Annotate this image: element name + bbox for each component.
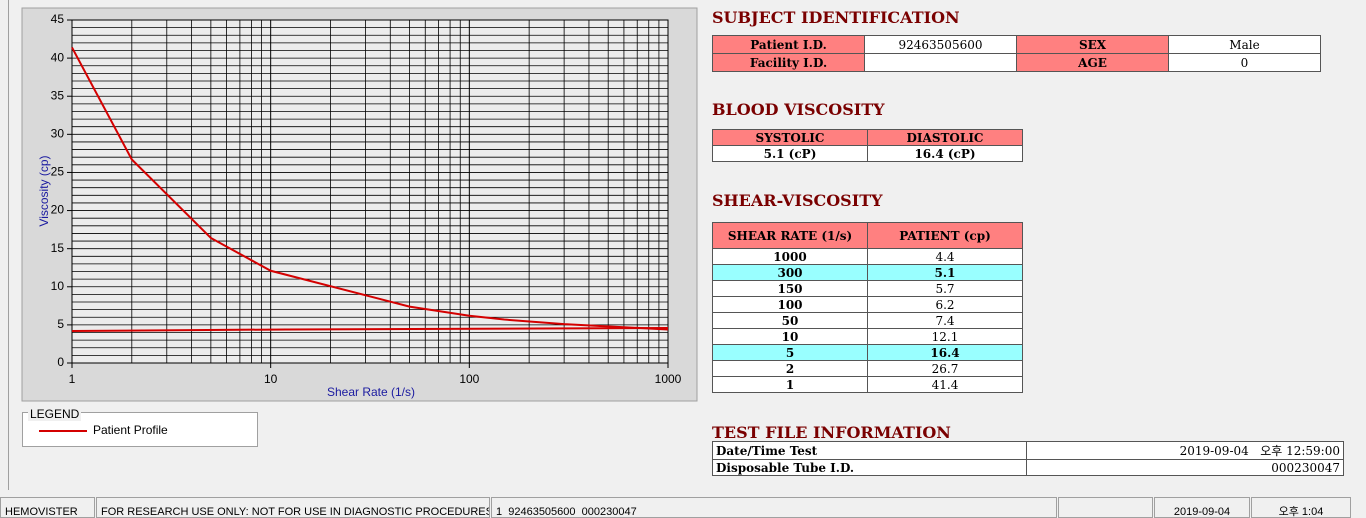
row: Disposable Tube I.D. 000230047	[712, 459, 1344, 476]
cell: 300	[712, 264, 868, 281]
cell: AGE	[1016, 53, 1169, 72]
row: SYSTOLIC DIASTOLIC	[712, 129, 1023, 146]
row: Date/Time Test 2019-09-04 오후 12:59:00	[712, 441, 1344, 460]
y-tick-label: 25	[51, 165, 65, 179]
status-segment: 오후 1:04	[1251, 497, 1351, 518]
row: 50 7.4	[712, 312, 1023, 329]
cell: 150	[712, 280, 868, 297]
row: 1 41.4	[712, 376, 1023, 393]
cell: 16.4 (cP)	[867, 145, 1023, 162]
legend-entry: Patient Profile	[93, 423, 168, 437]
cell: 4.4	[867, 248, 1023, 265]
row: Facility I.D. AGE 0	[712, 53, 1321, 72]
x-axis-label: Shear Rate (1/s)	[327, 385, 415, 399]
x-tick-label: 100	[459, 372, 479, 386]
cell: SHEAR RATE (1/s)	[712, 222, 868, 249]
series-line	[71, 46, 669, 331]
cell: 1000	[712, 248, 868, 265]
cell: 7.4	[867, 312, 1023, 329]
cell: 6.2	[867, 296, 1023, 313]
cell: 12.1	[867, 328, 1023, 345]
section-title: SUBJECT IDENTIFICATION	[712, 8, 960, 27]
section-title: BLOOD VISCOSITY	[712, 100, 885, 119]
status-segment: HEMOVISTER	[0, 497, 95, 518]
cell: Date/Time Test	[712, 441, 1027, 460]
subject-table: Patient I.D. 92463505600 SEX Male Facility I…	[712, 35, 1321, 72]
cell: 100	[712, 296, 868, 313]
cell: 2019-09-04 오후 12:59:00	[1026, 441, 1344, 460]
y-tick-label: 30	[51, 127, 65, 141]
x-tick-label: 10	[264, 372, 278, 386]
x-tick-label: 1	[69, 372, 76, 386]
y-tick-label: 35	[51, 88, 65, 102]
cell: 26.7	[867, 360, 1023, 377]
row: 2 26.7	[712, 360, 1023, 377]
cell: 10	[712, 328, 868, 345]
cell: SYSTOLIC	[712, 129, 868, 146]
cell: 50	[712, 312, 868, 329]
cell: Disposable Tube I.D.	[712, 459, 1027, 476]
cell: 5.7	[867, 280, 1023, 297]
row: 100 6.2	[712, 296, 1023, 313]
y-tick-label: 45	[51, 12, 65, 26]
cell: DIASTOLIC	[867, 129, 1023, 146]
plot-area	[71, 19, 669, 364]
cell: 5.1 (cP)	[712, 145, 868, 162]
row: 5.1 (cP) 16.4 (cP)	[712, 145, 1023, 162]
y-tick-label: 10	[51, 279, 65, 293]
section-title: TEST FILE INFORMATION	[712, 423, 951, 442]
cell: 92463505600	[864, 35, 1017, 54]
status-segment	[1058, 497, 1153, 518]
cell: Facility I.D.	[712, 53, 865, 72]
row: 300 5.1	[712, 264, 1023, 281]
row: 10 12.1	[712, 328, 1023, 345]
cell: SEX	[1016, 35, 1169, 54]
y-tick-label: 40	[51, 50, 65, 64]
y-tick-label: 20	[51, 203, 65, 217]
row: Patient I.D. 92463505600 SEX Male	[712, 35, 1321, 54]
row: 150 5.7	[712, 280, 1023, 297]
cell: 16.4	[867, 344, 1023, 361]
legend-title: LEGEND	[28, 407, 82, 421]
cell: 41.4	[867, 376, 1023, 393]
cell: 5	[712, 344, 868, 361]
y-tick-label: 0	[57, 355, 64, 369]
status-segment: FOR RESEARCH USE ONLY: NOT FOR USE IN DI…	[96, 497, 490, 518]
window-border	[8, 0, 9, 490]
y-axis-label: Viscosity (cp)	[37, 155, 51, 226]
row: SHEAR RATE (1/s) PATIENT (cp)	[712, 222, 1023, 249]
test-table: Date/Time Test 2019-09-04 오후 12:59:00 Disp…	[712, 441, 1344, 476]
status-segment: 1 92463505600 000230047	[491, 497, 1057, 518]
reference-line	[71, 326, 669, 332]
cell: 5.1	[867, 264, 1023, 281]
section-title: SHEAR-VISCOSITY	[712, 191, 883, 210]
cell: 2	[712, 360, 868, 377]
x-tick-label: 1000	[655, 372, 682, 386]
row: 5 16.4	[712, 344, 1023, 361]
cell: Male	[1168, 35, 1321, 54]
blood-table: SYSTOLIC DIASTOLIC 5.1 (cP) 16.4 (cP)	[712, 129, 1023, 162]
cell: 0	[1168, 53, 1321, 72]
cell: 1	[712, 376, 868, 393]
y-tick-label: 15	[51, 241, 65, 255]
cell: PATIENT (cp)	[867, 222, 1023, 249]
row: 1000 4.4	[712, 248, 1023, 265]
shear-table: SHEAR RATE (1/s) PATIENT (cp) 1000 4.4 300 5.…	[712, 222, 1023, 393]
cell	[864, 53, 1017, 72]
cell: Patient I.D.	[712, 35, 865, 54]
status-segment: 2019-09-04	[1154, 497, 1250, 518]
cell: 000230047	[1026, 459, 1344, 476]
y-tick-label: 5	[57, 317, 64, 331]
chart: Shear Rate (1/s) Viscosity (cp) 0 5 10 15 20…	[21, 7, 698, 402]
legend-swatch	[39, 430, 87, 432]
